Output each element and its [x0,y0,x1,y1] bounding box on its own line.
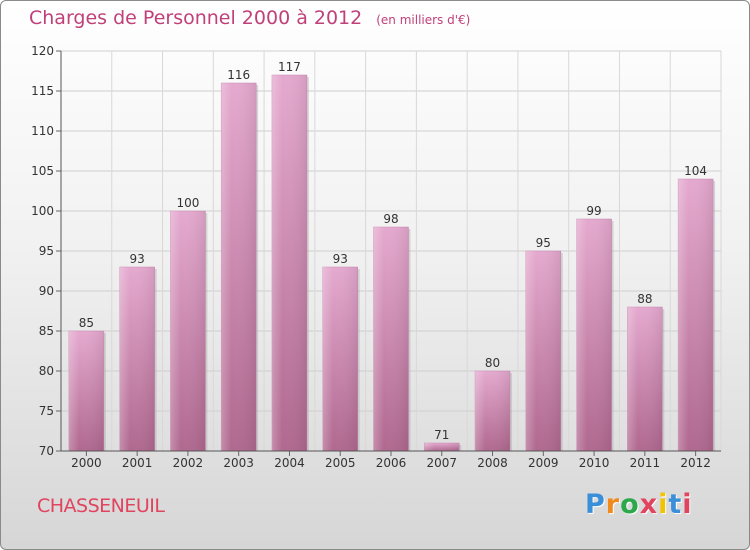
data-label: 93 [333,252,348,266]
x-tick-label: 2012 [680,456,711,470]
y-tick-label: 105 [31,164,54,178]
x-tick-label: 2010 [579,456,610,470]
x-tick-label: 2002 [173,456,204,470]
chart-title-group: Charges de Personnel 2000 à 2012 (en mill… [29,7,470,29]
x-tick-label: 2009 [528,456,559,470]
y-tick-label: 85 [39,324,54,338]
data-label: 80 [485,356,500,370]
logo-letter: P [585,489,606,520]
x-tick-label: 2003 [223,456,254,470]
logo-letter: i [658,489,669,520]
bar-highlight [68,331,104,451]
logo-letter: r [605,489,621,520]
bar-highlight [271,75,307,451]
x-tick-label: 2005 [325,456,356,470]
y-tick-label: 90 [39,284,54,298]
bar-highlight [373,227,409,451]
logo-letter: t [668,489,683,520]
y-tick-label: 80 [39,364,54,378]
bar-highlight [221,83,257,451]
bar-highlight [576,219,612,451]
y-tick-label: 95 [39,244,54,258]
data-label: 117 [278,60,301,74]
y-tick-label: 70 [39,444,54,458]
chart-subtitle: (en milliers d'€) [376,13,471,27]
data-label: 116 [227,68,250,82]
data-label: 99 [586,204,601,218]
data-label: 104 [684,164,707,178]
axes: 70 75 80 85 90 95 100 105 110 115 120 2000 2001 2002 2… [31,44,721,470]
data-labels: 85 93 100 116 117 93 98 71 80 95 99 88 104 [79,60,707,442]
logo-letter: i [682,489,693,520]
data-label: 85 [79,316,94,330]
bar-highlight [475,371,511,451]
data-label: 98 [383,212,398,226]
x-tick-label: 2008 [477,456,508,470]
data-label: 71 [434,428,449,442]
bars [68,74,716,452]
y-tick-label: 100 [31,204,54,218]
data-label: 88 [637,292,652,306]
y-tick-label: 110 [31,124,54,138]
bar-highlight [170,211,206,451]
bar-highlight [678,179,714,451]
y-tick-label: 75 [39,404,54,418]
x-tick-label: 2007 [426,456,457,470]
x-tick-label: 2004 [274,456,305,470]
logo-letter: o [620,489,640,520]
bar-highlight [119,267,155,451]
bar-highlight [322,267,358,451]
data-label: 100 [176,196,199,210]
bar-highlight [627,307,663,451]
proxiti-logo: Proxiti [585,489,693,520]
bar-highlight [525,251,561,451]
y-tick-label: 115 [31,84,54,98]
x-tick-label: 2000 [71,456,102,470]
data-label: 95 [536,236,551,250]
x-tick-label: 2011 [630,456,661,470]
x-tick-label: 2006 [376,456,407,470]
chart-title: Charges de Personnel 2000 à 2012 [29,7,363,29]
bar-highlight [424,443,460,451]
data-label: 93 [130,252,145,266]
town-name: CHASSENEUIL [37,495,165,517]
x-tick-label: 2001 [122,456,153,470]
logo-letter: x [639,489,659,520]
y-tick-label: 120 [31,44,54,58]
